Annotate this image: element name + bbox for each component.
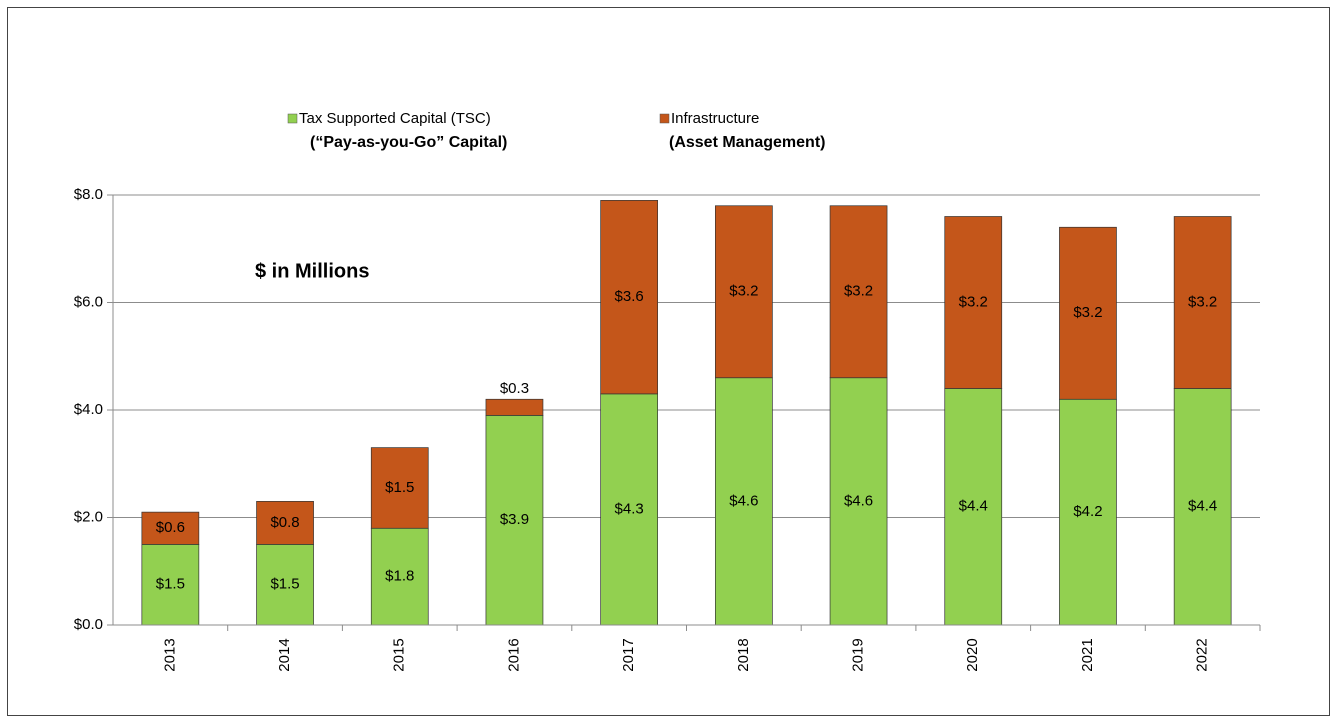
bar-segment [256,501,314,545]
bar-segment [370,447,429,529]
y-tick-label: $6.0 [74,293,103,310]
value-label: $0.6 [156,519,185,536]
bar-segment [1173,388,1232,626]
value-label: $3.2 [1188,293,1217,310]
bar-segment [714,205,773,379]
value-label: $1.5 [270,576,299,593]
x-tick-label: 2019 [850,638,867,671]
y-tick-label: $2.0 [74,508,103,525]
bar-segment [1059,398,1117,626]
x-tick-label: 2014 [276,638,293,671]
legend-swatch [659,113,670,124]
legend-label: Infrastructure [671,110,759,127]
value-label: $3.2 [844,283,873,300]
bar-segment [829,377,888,626]
x-tick-label: 2018 [735,638,752,671]
x-tick-label: 2017 [620,638,637,671]
bar-segment [944,388,1003,626]
value-label: $1.5 [156,576,185,593]
legend-swatch [287,113,298,124]
value-label: $1.5 [385,479,414,496]
x-tick-label: 2022 [1194,638,1211,671]
legend-note: (Asset Management) [669,134,825,151]
bar-segment [370,527,429,626]
legend-note: (“Pay-as-you-Go” Capital) [310,134,507,151]
x-tick-label: 2016 [505,638,522,671]
bar-segment [829,205,888,379]
x-tick-label: 2015 [391,638,408,671]
x-tick-label: 2021 [1079,638,1096,671]
value-label: $4.4 [1188,498,1217,515]
bar-segment [1059,226,1117,400]
y-tick-label: $0.0 [74,616,103,633]
x-tick-label: 2020 [964,638,981,671]
bar-segment [256,544,314,626]
bar-segment [714,377,773,626]
bar-segment [600,200,659,395]
x-tick-label: 2013 [161,638,178,671]
bar-segment [944,216,1003,389]
value-label: $0.8 [270,514,299,531]
value-label: $4.6 [729,492,758,509]
legend-label: Tax Supported Capital (TSC) [299,110,491,127]
value-label: $4.6 [844,492,873,509]
bar-segment [1173,216,1232,389]
bar-segment [485,398,544,416]
frame [7,7,1330,716]
y-tick-label: $8.0 [74,186,103,203]
value-label: $4.3 [615,500,644,517]
value-label: $4.2 [1073,503,1102,520]
value-label: $3.2 [1073,304,1102,321]
bar-segment [600,393,659,626]
value-label: $4.4 [959,498,988,515]
annotation: $ in Millions [255,260,369,282]
value-label: $1.8 [385,568,414,585]
value-label: $3.2 [729,283,758,300]
y-tick-label: $4.0 [74,401,103,418]
value-label: $3.6 [615,288,644,305]
value-label: $0.3 [500,380,529,397]
value-label: $3.9 [500,511,529,528]
value-label: $3.2 [959,293,988,310]
bar-segment [141,511,200,545]
